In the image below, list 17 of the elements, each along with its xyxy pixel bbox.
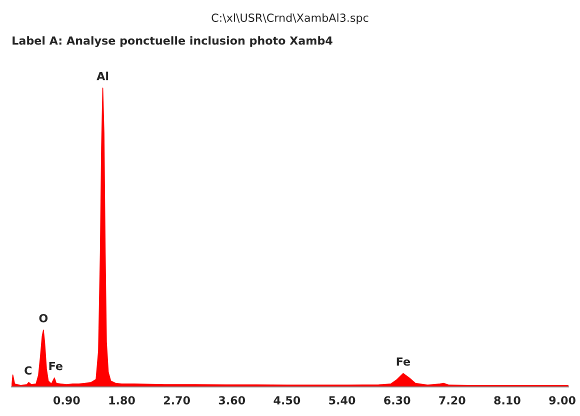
annotation: Al <box>96 72 108 80</box>
x-tick-label: 4.50 <box>274 396 300 405</box>
x-tick-label: 7.20 <box>439 396 466 405</box>
x-tick-label: 1.80 <box>109 396 135 405</box>
annotation: C <box>24 366 32 375</box>
chart-title: C:\xl\USR\Crnd\XambAl3.spc <box>212 13 368 24</box>
x-tick-label: 9.00 <box>549 396 576 405</box>
annotation: Fe <box>396 357 410 366</box>
annotation: Fe <box>49 362 62 370</box>
x-tick-label: 3.60 <box>218 396 246 405</box>
x-tick-label: 0.90 <box>53 396 80 405</box>
x-tick-label: 6.30 <box>384 396 410 405</box>
chart-subtitle: Label A: Analyse ponctuelle inclusion photo Xamb4 <box>12 36 332 48</box>
x-tick-label: 5.40 <box>329 396 356 405</box>
x-tick-label: 8.10 <box>494 396 520 405</box>
annotation: O <box>39 314 48 322</box>
x-tick-label: 2.70 <box>164 396 190 405</box>
